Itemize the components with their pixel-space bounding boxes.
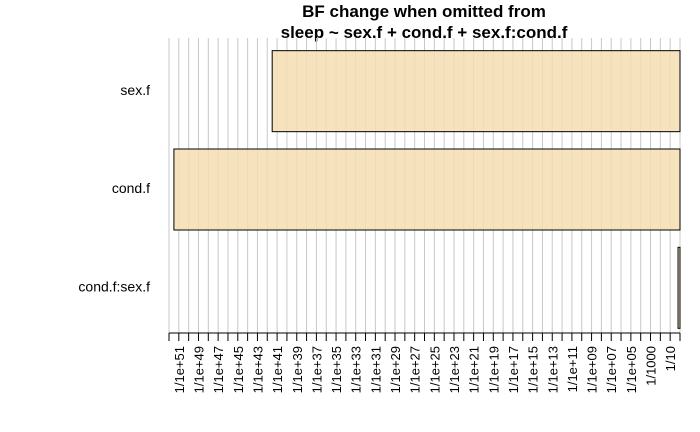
x-tick-label: 1/1e+35: [329, 346, 344, 393]
x-tick-label: 1/1000: [644, 346, 659, 386]
x-tick-label: 1/1e+17: [506, 346, 521, 393]
x-tick-label: 1/1e+29: [388, 346, 403, 393]
x-tick-label: 1/1e+09: [585, 346, 600, 393]
x-tick-label: 1/1e+07: [604, 346, 619, 393]
category-label: cond.f: [112, 180, 150, 196]
chart-subtitle: sleep ~ sex.f + cond.f + sex.f:cond.f: [281, 23, 568, 42]
x-tick-label: 1/1e+15: [526, 346, 541, 393]
x-tick-label: 1/1e+49: [191, 346, 206, 393]
bar: [271, 50, 681, 133]
x-tick-label: 1/1e+37: [309, 346, 324, 393]
bar: [677, 246, 681, 329]
x-tick-label: 1/1e+33: [349, 346, 364, 393]
x-tick-label: 1/1e+23: [447, 346, 462, 393]
x-tick-label: 1/10: [663, 346, 678, 371]
chart-title: BF change when omitted from: [302, 2, 546, 21]
x-tick-label: 1/1e+19: [486, 346, 501, 393]
x-tick-label: 1/1e+11: [565, 346, 580, 392]
x-tick-label: 1/1e+51: [172, 346, 187, 393]
x-tick-label: 1/1e+27: [408, 346, 423, 393]
x-axis: 1/1e+51 1/1e+49 1/1e+47 1/1e+45 1/1e+43 1/1e+…: [168, 332, 681, 393]
bar: [173, 148, 681, 231]
x-tick-label: 1/1e+13: [545, 346, 560, 393]
x-tick-label: 1/1e+47: [211, 346, 226, 393]
category-label: cond.f:sex.f: [78, 279, 150, 295]
x-tick-label: 1/1e+25: [427, 346, 442, 393]
x-tick-label: 1/1e+21: [467, 346, 482, 393]
x-tick-label: 1/1e+31: [368, 346, 383, 393]
x-tick-label: 1/1e+05: [624, 346, 639, 393]
x-tick-label: 1/1e+45: [231, 346, 246, 393]
category-label: sex.f: [120, 82, 150, 98]
category-labels: sex.f cond.f cond.f:sex.f: [78, 82, 150, 295]
x-tick-label: 1/1e+43: [250, 346, 265, 393]
bars: [173, 50, 681, 329]
x-tick-label: 1/1e+39: [290, 346, 305, 393]
x-tick-label: 1/1e+41: [270, 346, 285, 393]
